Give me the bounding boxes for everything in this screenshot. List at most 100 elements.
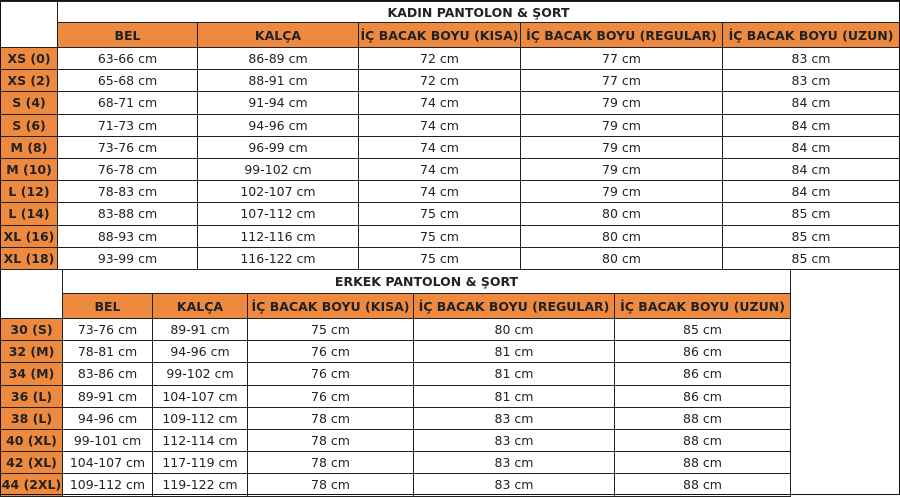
table-row: 44 (2XL) 109-112 cm 119-122 cm 78 cm 83 cm 88… bbox=[0, 473, 792, 497]
size-label: XS (0) bbox=[0, 46, 58, 71]
table-cell: 94-96 cm bbox=[152, 340, 248, 364]
table-cell: 89-91 cm bbox=[62, 384, 153, 408]
table-cell: 84 cm bbox=[721, 91, 900, 115]
table-cell: 81 cm bbox=[413, 362, 615, 386]
table-cell: 79 cm bbox=[520, 113, 723, 137]
table-cell: 86 cm bbox=[613, 340, 792, 364]
size-label: L (12) bbox=[0, 180, 58, 204]
table-cell: 80 cm bbox=[520, 202, 723, 226]
table-cell: 109-112 cm bbox=[62, 473, 153, 497]
table-cell: 86 cm bbox=[613, 384, 792, 408]
corner-cell bbox=[0, 1, 58, 48]
table-title: ERKEK PANTOLON & ŞORT bbox=[61, 269, 792, 294]
table-cell: 88 cm bbox=[613, 473, 792, 497]
size-label: XS (2) bbox=[0, 69, 58, 93]
table-cell: 83 cm bbox=[413, 473, 615, 497]
table-cell: 89-91 cm bbox=[152, 317, 248, 342]
men-size-table: ERKEK PANTOLON & ŞORT BEL KALÇA İÇ BACAK BO… bbox=[0, 269, 792, 497]
table-cell: 86 cm bbox=[613, 362, 792, 386]
table-cell: 86-89 cm bbox=[197, 46, 359, 71]
table-cell: 78 cm bbox=[247, 473, 414, 497]
table-cell: 85 cm bbox=[721, 202, 900, 226]
table-row: 42 (XL) 104-107 cm 117-119 cm 78 cm 83 cm 88 … bbox=[0, 451, 792, 475]
table-cell: 74 cm bbox=[358, 157, 521, 182]
table-cell: 78 cm bbox=[247, 451, 414, 475]
size-label: 40 (XL) bbox=[0, 428, 63, 453]
table-cell: 74 cm bbox=[358, 180, 521, 204]
table-cell: 83-88 cm bbox=[57, 202, 198, 226]
table-cell: 65-68 cm bbox=[57, 69, 198, 93]
table-cell: 77 cm bbox=[520, 46, 723, 71]
table-cell: 102-107 cm bbox=[197, 180, 359, 204]
table-cell: 71-73 cm bbox=[57, 113, 198, 137]
size-label: 42 (XL) bbox=[0, 451, 63, 475]
column-header: İÇ BACAK BOYU (KISA) bbox=[358, 22, 521, 48]
corner-cell bbox=[0, 269, 63, 319]
table-row: 32 (M) 78-81 cm 94-96 cm 76 cm 81 cm 86 cm bbox=[0, 340, 792, 364]
size-label: S (4) bbox=[0, 91, 58, 115]
table-cell: 75 cm bbox=[358, 224, 521, 248]
table-cell: 104-107 cm bbox=[62, 451, 153, 475]
table-cell: 99-102 cm bbox=[197, 157, 359, 182]
table-cell: 83 cm bbox=[721, 69, 900, 93]
table-cell: 84 cm bbox=[721, 135, 900, 159]
column-header: İÇ BACAK BOYU (REGULAR) bbox=[520, 22, 723, 48]
table-row: XL (18) 93-99 cm 116-122 cm 75 cm 80 cm 85 cm bbox=[0, 246, 900, 270]
table-cell: 74 cm bbox=[358, 113, 521, 137]
table-cell: 107-112 cm bbox=[197, 202, 359, 226]
size-label: 38 (L) bbox=[0, 406, 63, 430]
table-cell: 112-116 cm bbox=[197, 224, 359, 248]
table-cell: 78 cm bbox=[247, 406, 414, 430]
table-row: M (10) 76-78 cm 99-102 cm 74 cm 79 cm 84 cm bbox=[0, 157, 900, 182]
size-label: 36 (L) bbox=[0, 384, 63, 408]
column-header: BEL bbox=[62, 293, 153, 319]
size-label: 30 (S) bbox=[0, 317, 63, 342]
table-row: 36 (L) 89-91 cm 104-107 cm 76 cm 81 cm 86 cm bbox=[0, 384, 792, 408]
table-cell: 93-99 cm bbox=[57, 246, 198, 270]
table-cell: 80 cm bbox=[520, 224, 723, 248]
table-cell: 72 cm bbox=[358, 46, 521, 71]
table-cell: 119-122 cm bbox=[152, 473, 248, 497]
column-header: İÇ BACAK BOYU (UZUN) bbox=[721, 22, 900, 48]
size-label: S (6) bbox=[0, 113, 58, 137]
table-cell: 81 cm bbox=[413, 384, 615, 408]
table-cell: 83 cm bbox=[721, 46, 900, 71]
size-label: XL (18) bbox=[0, 246, 58, 270]
table-row: 30 (S) 73-76 cm 89-91 cm 75 cm 80 cm 85 cm bbox=[0, 317, 792, 342]
table-cell: 78-83 cm bbox=[57, 180, 198, 204]
size-label: 34 (M) bbox=[0, 362, 63, 386]
table-row: XL (16) 88-93 cm 112-116 cm 75 cm 80 cm 85 cm bbox=[0, 224, 900, 248]
table-cell: 85 cm bbox=[721, 246, 900, 270]
table-cell: 83 cm bbox=[413, 451, 615, 475]
table-cell: 76-78 cm bbox=[57, 157, 198, 182]
table-cell: 96-99 cm bbox=[197, 135, 359, 159]
table-cell: 63-66 cm bbox=[57, 46, 198, 71]
column-header: İÇ BACAK BOYU (KISA) bbox=[247, 293, 414, 319]
table-cell: 104-107 cm bbox=[152, 384, 248, 408]
table-row: XS (2) 65-68 cm 88-91 cm 72 cm 77 cm 83 cm bbox=[0, 69, 900, 93]
table-cell: 99-102 cm bbox=[152, 362, 248, 386]
table-cell: 85 cm bbox=[613, 317, 792, 342]
table-row: XS (0) 63-66 cm 86-89 cm 72 cm 77 cm 83 cm bbox=[0, 46, 900, 71]
size-label: 32 (M) bbox=[0, 340, 63, 364]
table-cell: 88-93 cm bbox=[57, 224, 198, 248]
table-cell: 74 cm bbox=[358, 91, 521, 115]
table-cell: 88 cm bbox=[613, 451, 792, 475]
table-title: KADIN PANTOLON & ŞORT bbox=[56, 1, 900, 23]
table-cell: 68-71 cm bbox=[57, 91, 198, 115]
table-cell: 94-96 cm bbox=[197, 113, 359, 137]
table-cell: 112-114 cm bbox=[152, 428, 248, 453]
table-cell: 80 cm bbox=[413, 317, 615, 342]
table-cell: 83 cm bbox=[413, 428, 615, 453]
table-cell: 79 cm bbox=[520, 91, 723, 115]
table-cell: 83 cm bbox=[413, 406, 615, 430]
table-cell: 73-76 cm bbox=[62, 317, 153, 342]
table-cell: 83-86 cm bbox=[62, 362, 153, 386]
table-cell: 84 cm bbox=[721, 113, 900, 137]
table-row: L (12) 78-83 cm 102-107 cm 74 cm 79 cm 84 cm bbox=[0, 180, 900, 204]
table-cell: 88 cm bbox=[613, 406, 792, 430]
table-cell: 75 cm bbox=[247, 317, 414, 342]
table-row: 40 (XL) 99-101 cm 112-114 cm 78 cm 83 cm 88 c… bbox=[0, 428, 792, 453]
column-header: BEL bbox=[57, 22, 198, 48]
table-row: L (14) 83-88 cm 107-112 cm 75 cm 80 cm 85 cm bbox=[0, 202, 900, 226]
